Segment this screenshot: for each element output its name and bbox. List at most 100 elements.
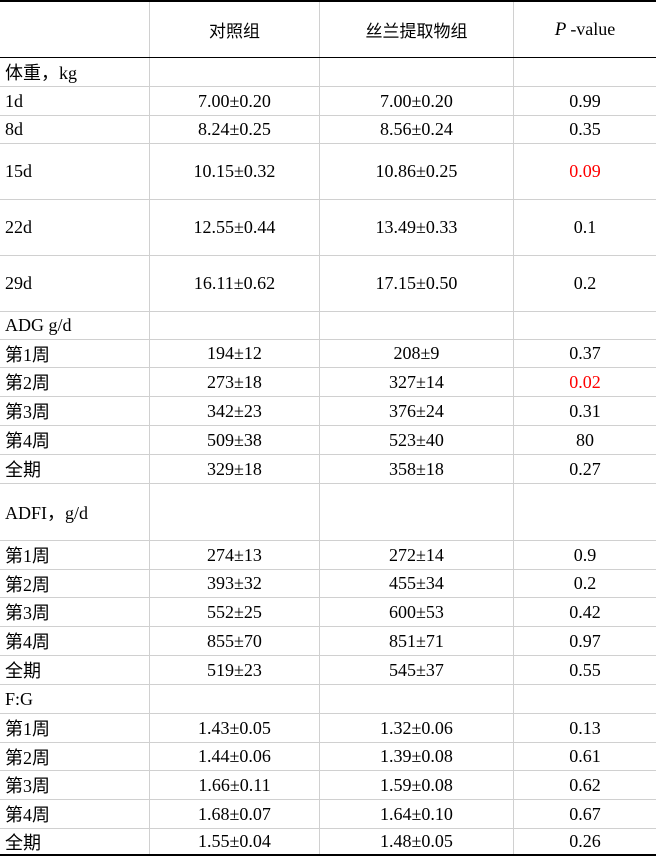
row-label: 第4周 (0, 426, 150, 454)
p-value-header: P -value (514, 2, 656, 57)
data-cell: 80 (576, 429, 594, 450)
column-header: 丝兰提取物组 (320, 2, 514, 57)
p-symbol: P (554, 18, 567, 40)
empty-cell (514, 484, 656, 540)
data-cell: 13.49±0.33 (320, 200, 514, 255)
row-label: 全期 (0, 829, 150, 854)
empty-cell (320, 312, 514, 339)
data-cell: 0.55 (569, 659, 601, 680)
row-label: 第2周 (0, 570, 150, 597)
row-label: 第1周 (0, 340, 150, 367)
data-cell: 0.26 (569, 831, 601, 851)
data-cell: 0.02 (569, 371, 601, 392)
data-cell: 1.39±0.08 (320, 743, 514, 770)
row-label: 第4周 (0, 627, 150, 655)
data-cell: 1.68±0.07 (150, 800, 320, 828)
table-row: ADFI，g/d (0, 484, 656, 541)
empty-cell (320, 484, 514, 540)
table-row: 29d 16.11±0.62 17.15±0.50 0.2 (0, 256, 656, 312)
data-cell: 12.55±0.44 (150, 200, 320, 255)
empty-cell (150, 312, 320, 339)
column-header: 对照组 (150, 2, 320, 57)
table-row: 第2周 393±32 455±34 0.2 (0, 570, 656, 598)
data-cell: 523±40 (320, 426, 514, 454)
table-row: 第3周 1.66±0.11 1.59±0.08 0.62 (0, 771, 656, 800)
table-row: 1d 7.00±0.20 7.00±0.20 0.99 (0, 87, 656, 116)
data-cell: 0.13 (569, 717, 601, 738)
data-cell: 0.1 (573, 217, 597, 237)
row-label: 第4周 (0, 800, 150, 828)
empty-cell (320, 58, 514, 86)
data-cell: 0.31 (569, 400, 601, 421)
row-label: F:G (0, 685, 150, 713)
row-label: 8d (0, 116, 150, 143)
data-cell: 1.43±0.05 (150, 714, 320, 742)
empty-cell (514, 312, 656, 339)
header-row: 对照组 丝兰提取物组 P -value (0, 0, 656, 58)
empty-cell (150, 484, 320, 540)
row-label: 全期 (0, 455, 150, 483)
table-row: 15d 10.15±0.32 10.86±0.25 0.09 (0, 144, 656, 200)
data-cell: 1.48±0.05 (320, 829, 514, 854)
data-cell: 342±23 (150, 397, 320, 425)
table-row: 8d 8.24±0.25 8.56±0.24 0.35 (0, 116, 656, 144)
data-cell: 358±18 (320, 455, 514, 483)
data-cell: 0.42 (569, 601, 601, 622)
header-corner (0, 2, 150, 57)
data-cell: 329±18 (150, 455, 320, 483)
table-row: 第1周 274±13 272±14 0.9 (0, 541, 656, 570)
data-cell: 272±14 (320, 541, 514, 569)
table-row: 第3周 342±23 376±24 0.31 (0, 397, 656, 426)
table-row: 体重，kg (0, 58, 656, 87)
p-suffix: -value (570, 19, 616, 39)
data-cell: 0.61 (569, 746, 601, 766)
data-cell: 208±9 (320, 340, 514, 367)
data-cell: 16.11±0.62 (150, 256, 320, 311)
data-cell: 0.9 (573, 544, 597, 565)
data-cell: 274±13 (150, 541, 320, 569)
data-cell: 855±70 (150, 627, 320, 655)
data-cell: 10.86±0.25 (320, 144, 514, 199)
data-cell: 393±32 (150, 570, 320, 597)
row-label: 第3周 (0, 771, 150, 799)
data-cell: 327±14 (320, 368, 514, 396)
data-cell: 1.55±0.04 (150, 829, 320, 854)
data-cell: 0.99 (569, 90, 601, 111)
table-row: 全期 1.55±0.04 1.48±0.05 0.26 (0, 829, 656, 856)
data-cell: 0.27 (569, 458, 601, 479)
row-label: 第2周 (0, 743, 150, 770)
row-label: 15d (0, 144, 150, 199)
table-row: F:G (0, 685, 656, 714)
table-row: 全期 519±23 545±37 0.55 (0, 656, 656, 685)
row-label: 22d (0, 200, 150, 255)
data-cell: 194±12 (150, 340, 320, 367)
data-cell: 1.59±0.08 (320, 771, 514, 799)
row-label: 体重，kg (0, 58, 150, 86)
table-row: 全期 329±18 358±18 0.27 (0, 455, 656, 484)
table-row: 第1周 1.43±0.05 1.32±0.06 0.13 (0, 714, 656, 743)
data-cell: 0.37 (569, 343, 601, 363)
data-cell: 7.00±0.20 (150, 87, 320, 115)
data-cell: 1.32±0.06 (320, 714, 514, 742)
data-cell: 0.97 (569, 630, 601, 651)
empty-cell (320, 685, 514, 713)
table-row: 第3周 552±25 600±53 0.42 (0, 598, 656, 627)
empty-cell (150, 58, 320, 86)
row-label: ADG g/d (0, 312, 150, 339)
data-cell: 0.67 (569, 803, 601, 824)
data-cell: 851±71 (320, 627, 514, 655)
table-row: 第4周 509±38 523±40 80 (0, 426, 656, 455)
data-cell: 7.00±0.20 (320, 87, 514, 115)
row-label: 29d (0, 256, 150, 311)
table-row: 第1周 194±12 208±9 0.37 (0, 340, 656, 368)
table-row: 第2周 1.44±0.06 1.39±0.08 0.61 (0, 743, 656, 771)
data-cell: 376±24 (320, 397, 514, 425)
table-row: 22d 12.55±0.44 13.49±0.33 0.1 (0, 200, 656, 256)
table-row: 第4周 855±70 851±71 0.97 (0, 627, 656, 656)
row-label: 第3周 (0, 598, 150, 626)
row-label: 第2周 (0, 368, 150, 396)
table-row: ADG g/d (0, 312, 656, 340)
data-cell: 273±18 (150, 368, 320, 396)
empty-cell (514, 685, 656, 713)
